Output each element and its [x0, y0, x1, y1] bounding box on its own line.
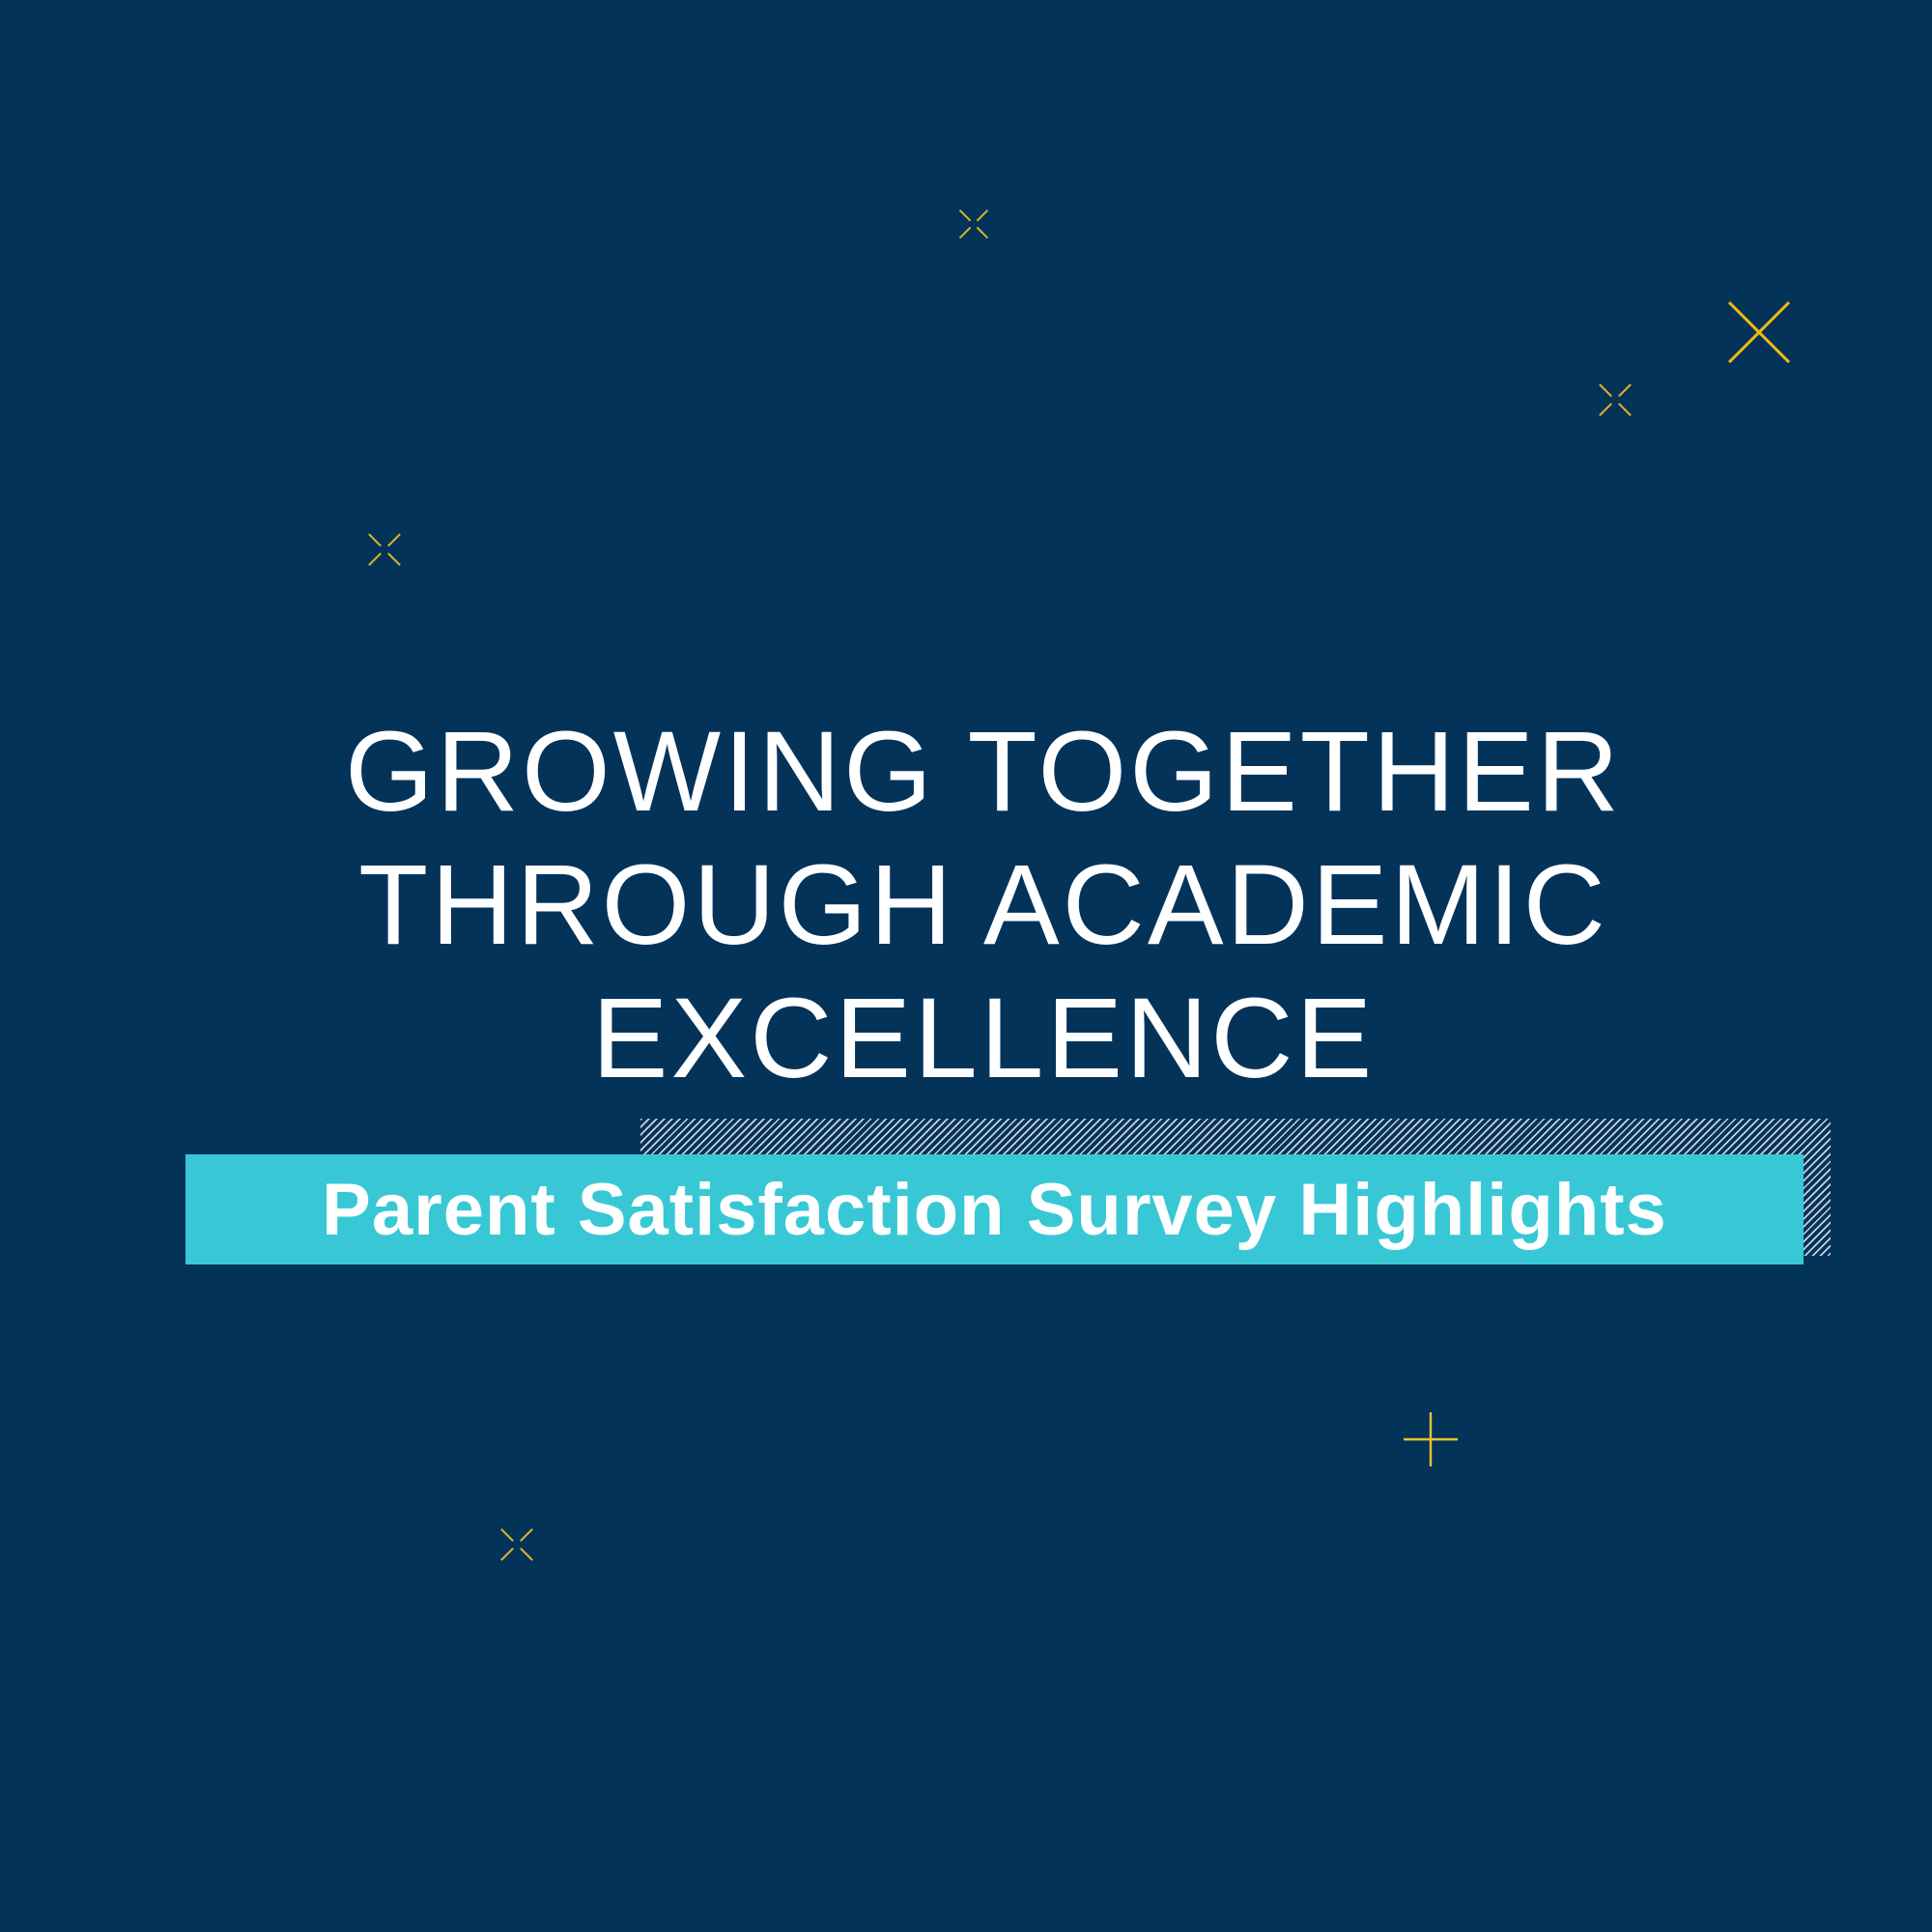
sparkle-x-icon	[366, 531, 403, 568]
cross-x-icon	[1728, 301, 1790, 363]
subtitle-banner-label: Parent Satisfaction Survey Highlights	[322, 1168, 1667, 1251]
title-line: EXCELLENCE	[591, 975, 1376, 1102]
title-line: GROWING TOGETHER	[344, 708, 1623, 836]
sparkle-x-icon	[1597, 382, 1634, 418]
sparkle-x-icon	[957, 208, 990, 241]
subtitle-banner: Parent Satisfaction Survey Highlights	[185, 1154, 1804, 1264]
title-line: THROUGH ACADEMIC	[358, 841, 1608, 969]
plus-icon	[1404, 1412, 1458, 1466]
sparkle-x-icon	[498, 1526, 535, 1563]
page-title: GROWING TOGETHER THROUGH ACADEMIC EXCELL…	[35, 705, 1932, 1105]
